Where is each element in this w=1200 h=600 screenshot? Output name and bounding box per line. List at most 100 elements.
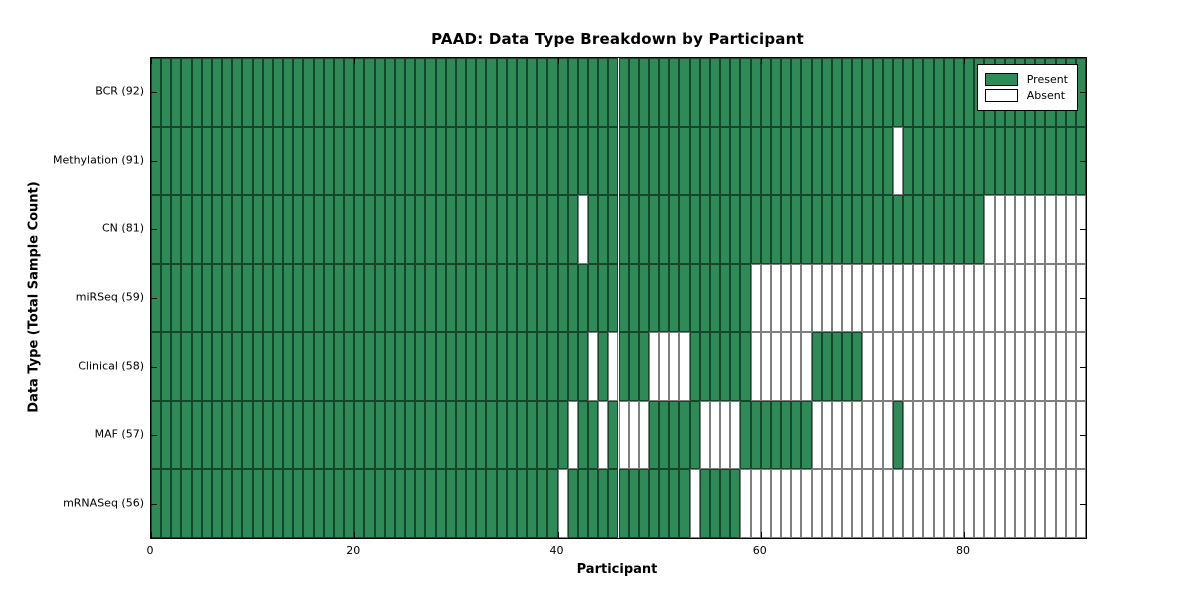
grid-cell xyxy=(1045,332,1056,401)
grid-cell xyxy=(435,126,446,196)
grid-cell xyxy=(781,195,792,264)
grid-cell xyxy=(262,58,273,127)
grid-cell xyxy=(242,263,253,333)
grid-cell xyxy=(689,332,700,401)
grid-cell xyxy=(435,332,446,401)
grid-cell xyxy=(547,263,558,333)
grid-cell xyxy=(669,400,680,470)
grid-cell xyxy=(1065,263,1076,333)
grid-cell xyxy=(689,263,700,333)
grid-cell xyxy=(892,332,904,401)
grid-cell xyxy=(405,332,416,401)
grid-cell xyxy=(882,195,893,264)
grid-cell xyxy=(272,195,284,264)
grid-cell xyxy=(608,58,619,127)
grid-cell xyxy=(689,58,700,127)
grid-cell xyxy=(1055,263,1066,333)
grid-cell xyxy=(455,58,467,127)
grid-cell xyxy=(791,332,802,401)
axis-tick xyxy=(151,503,157,505)
grid-cell xyxy=(720,126,731,196)
grid-cell xyxy=(903,195,914,264)
grid-cell xyxy=(293,400,304,470)
grid-cell xyxy=(506,469,517,538)
grid-cell xyxy=(476,469,487,538)
grid-cell xyxy=(740,58,751,127)
grid-cell xyxy=(161,126,172,196)
grid-cell xyxy=(953,469,965,538)
grid-cell xyxy=(435,58,446,127)
grid-cell xyxy=(262,400,273,470)
grid-cell xyxy=(984,332,995,401)
grid-cell xyxy=(618,263,629,333)
grid-cell xyxy=(648,195,660,264)
grid-cell xyxy=(852,400,863,470)
grid-cell xyxy=(333,58,345,127)
grid-cell xyxy=(344,58,355,127)
grid-cell xyxy=(760,126,771,196)
grid-cell xyxy=(344,332,355,401)
grid-cell xyxy=(933,263,944,333)
grid-cell xyxy=(161,400,172,470)
grid-cell xyxy=(1075,400,1086,470)
grid-cell xyxy=(547,332,558,401)
grid-cell xyxy=(1035,195,1046,264)
grid-cell xyxy=(455,332,467,401)
grid-cell xyxy=(405,126,416,196)
grid-cell xyxy=(455,126,467,196)
grid-cell xyxy=(171,58,182,127)
grid-cell xyxy=(171,400,182,470)
grid-cell xyxy=(750,58,761,127)
grid-cell xyxy=(364,195,375,264)
grid-cell xyxy=(466,126,477,196)
grid-cell xyxy=(1065,400,1076,470)
grid-cell xyxy=(821,195,832,264)
axis-tick xyxy=(557,532,559,538)
grid-cell xyxy=(923,469,934,538)
grid-cell xyxy=(588,58,599,127)
grid-cell xyxy=(547,195,558,264)
grid-cell xyxy=(608,469,619,538)
grid-cell xyxy=(984,469,995,538)
grid-cell xyxy=(618,469,629,538)
grid-cell xyxy=(913,332,924,401)
grid-cell xyxy=(191,263,202,333)
grid-cell xyxy=(161,195,172,264)
grid-cell xyxy=(1004,263,1015,333)
grid-cell xyxy=(831,263,843,333)
grid-cell xyxy=(384,263,395,333)
grid-cell xyxy=(272,400,284,470)
grid-cell xyxy=(567,400,578,470)
axis-tick xyxy=(151,532,152,538)
grid-cell xyxy=(537,126,548,196)
grid-cell xyxy=(323,469,334,538)
grid-cell xyxy=(811,195,822,264)
grid-cell xyxy=(872,263,883,333)
grid-cell xyxy=(709,263,721,333)
grid-cell xyxy=(1055,332,1066,401)
legend-label: Absent xyxy=(1026,89,1066,102)
grid-cell xyxy=(913,400,924,470)
grid-cell xyxy=(181,195,192,264)
grid-cell xyxy=(272,469,284,538)
grid-cell xyxy=(374,400,385,470)
grid-cell xyxy=(425,195,436,264)
grid-cell xyxy=(272,332,284,401)
grid-cell xyxy=(923,58,934,127)
grid-cell xyxy=(1045,469,1056,538)
grid-cell xyxy=(222,400,233,470)
grid-cell xyxy=(252,126,263,196)
grid-cell xyxy=(384,58,395,127)
grid-cell xyxy=(984,126,995,196)
grid-cell xyxy=(628,400,639,470)
grid-cell xyxy=(588,195,599,264)
grid-cell xyxy=(293,126,304,196)
grid-cell xyxy=(506,263,517,333)
grid-cell xyxy=(486,126,497,196)
grid-cell xyxy=(283,469,294,538)
grid-cell xyxy=(974,195,985,264)
grid-cell xyxy=(394,195,406,264)
heatmap-row xyxy=(151,263,1086,333)
grid-cell xyxy=(313,126,324,196)
grid-cell xyxy=(638,332,649,401)
